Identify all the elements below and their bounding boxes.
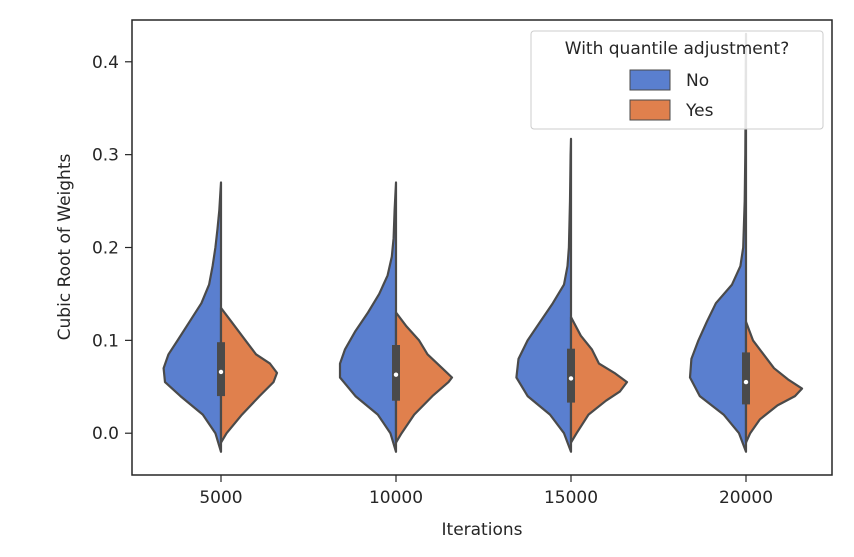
y-tick-label: 0.1 — [92, 331, 119, 351]
y-tick-label: 0.2 — [92, 239, 119, 259]
violin-yes-5000 — [219, 306, 279, 444]
y-tick-label: 0.3 — [92, 146, 119, 166]
violin-no-10000 — [338, 181, 398, 453]
box-15000 — [567, 348, 575, 403]
y-axis: 0.0 0.1 0.2 0.3 0.4 — [92, 53, 132, 444]
y-tick-label: 0.0 — [92, 424, 119, 444]
violin-no-15000 — [515, 137, 573, 453]
legend-label-no: No — [686, 71, 709, 91]
x-tick-label: 20000 — [719, 488, 773, 508]
x-axis: 5000 10000 15000 20000 — [199, 475, 773, 508]
violins-group — [162, 32, 804, 453]
median-10000 — [393, 372, 399, 377]
box-20000 — [742, 352, 750, 405]
box-5000 — [217, 342, 225, 397]
y-tick-label: 0.4 — [92, 53, 119, 73]
x-axis-label: Iterations — [442, 520, 523, 540]
boxes-group — [217, 342, 750, 405]
y-axis-label: Cubic Root of Weights — [55, 154, 75, 341]
legend: With quantile adjustment? No Yes — [530, 30, 824, 130]
x-tick-label: 15000 — [544, 488, 598, 508]
x-tick-label: 5000 — [199, 488, 242, 508]
legend-swatch-no — [629, 69, 671, 91]
median-5000 — [218, 369, 224, 375]
legend-title: With quantile adjustment? — [565, 39, 789, 59]
violin-yes-20000 — [744, 320, 804, 444]
legend-swatch-yes — [629, 99, 671, 121]
violin-yes-15000 — [569, 316, 629, 444]
median-20000 — [743, 379, 749, 385]
violin-no-5000 — [162, 181, 223, 453]
violin-yes-10000 — [394, 311, 454, 444]
x-tick-label: 10000 — [369, 488, 423, 508]
legend-label-yes: Yes — [685, 101, 714, 121]
median-15000 — [568, 376, 574, 381]
legend-frame — [530, 30, 824, 130]
